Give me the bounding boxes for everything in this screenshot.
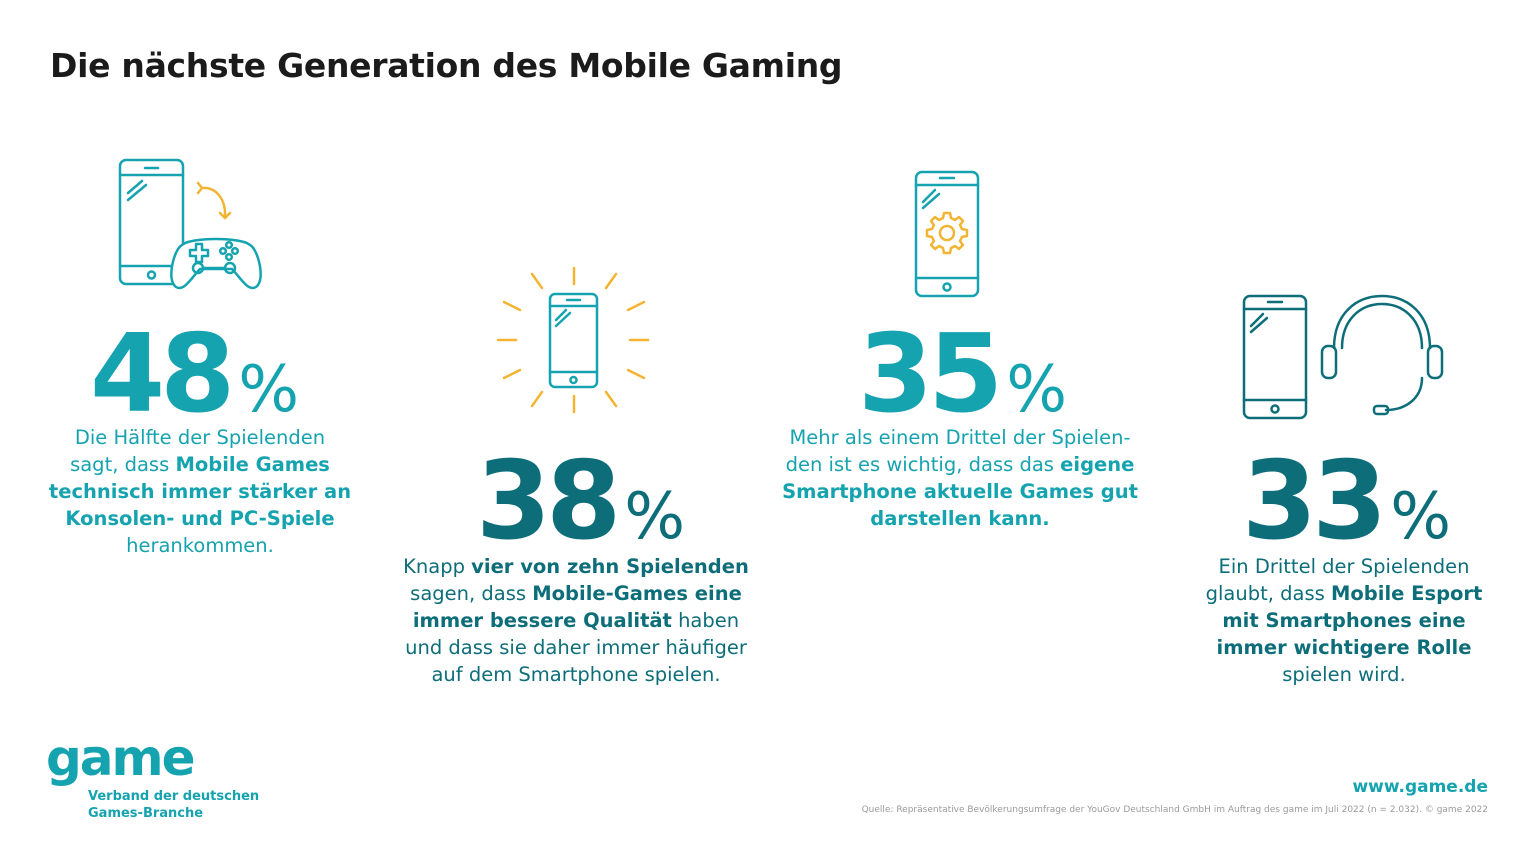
smartphone-shine-icon	[496, 266, 650, 414]
percent-sign: %	[624, 480, 686, 554]
stat-38-description: Knapp vier von zehn Spielenden sagen, da…	[403, 555, 749, 686]
game-logo: game	[46, 729, 196, 787]
stat-48-value: 48%	[90, 312, 300, 437]
source-note: Quelle: Repräsentative Bevölkerungsumfra…	[861, 805, 1488, 815]
stat-35-value: 35%	[858, 312, 1068, 437]
stat-33-value: 33%	[1242, 439, 1452, 564]
smartphone-gamepad-icon	[118, 158, 262, 290]
stat-38-value: 38%	[476, 439, 686, 564]
smartphone-headset-icon	[1242, 294, 1444, 420]
percent-sign: %	[238, 353, 300, 427]
percent-sign: %	[1006, 353, 1068, 427]
stat-35-description: Mehr als einem Drittel der Spielen- den …	[782, 426, 1138, 530]
logo-subtitle: Verband der deutschen Games-Branche	[88, 789, 260, 821]
percent-sign: %	[1390, 480, 1452, 554]
stat-48-description: Die Hälfte der Spielenden sagt, dass Mob…	[48, 426, 352, 557]
stat-33-description: Ein Drittel der Spielenden glaubt, dass …	[1205, 555, 1483, 686]
smartphone-gear-icon	[914, 170, 980, 298]
page-title: Die nächste Generation des Mobile Gaming	[50, 46, 843, 85]
website-link[interactable]: www.game.de	[1352, 777, 1488, 797]
